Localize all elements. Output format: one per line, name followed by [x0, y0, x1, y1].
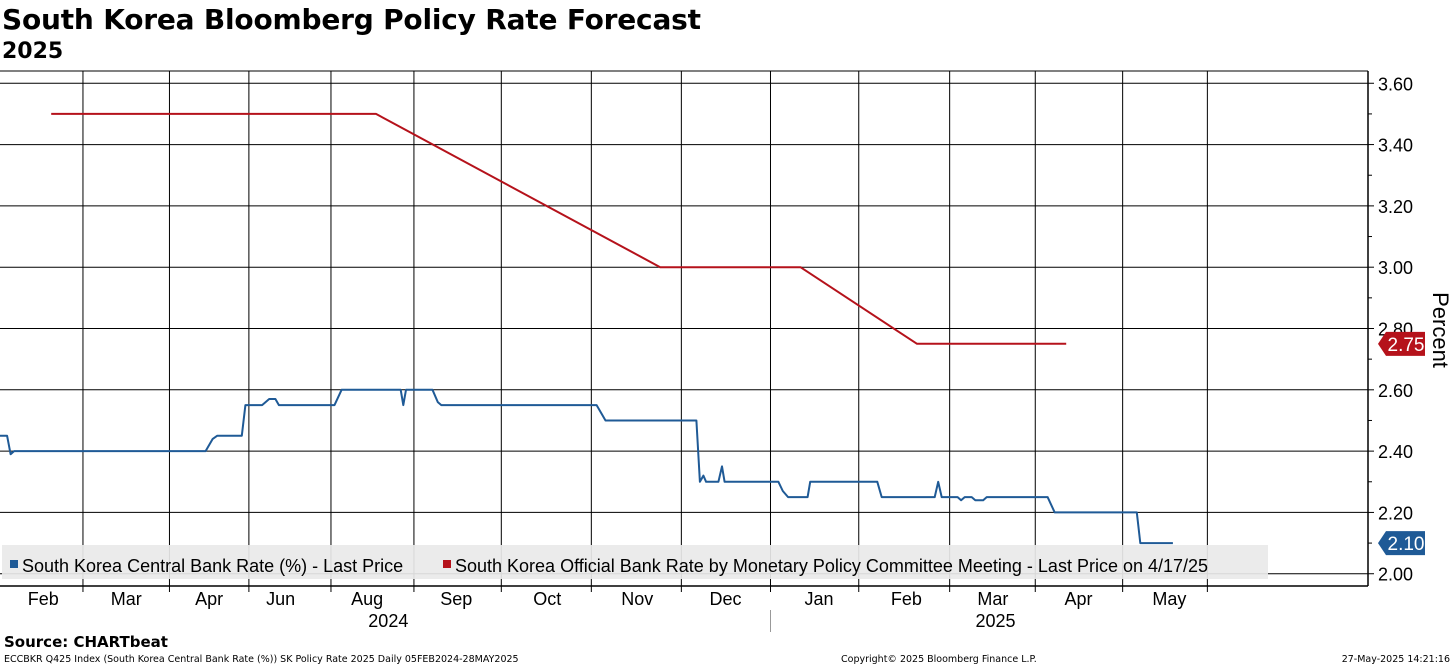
x-tick-label: Apr	[195, 589, 223, 609]
x-tick-label: Jan	[805, 589, 834, 609]
last-value-labels: 2.10 2.75	[1378, 331, 1425, 556]
gridlines	[0, 71, 1368, 586]
legend-label: South Korea Official Bank Rate by Moneta…	[455, 556, 1208, 576]
source-note: Source: CHARTbeat	[4, 633, 168, 651]
chart-subtitle: 2025	[2, 39, 64, 64]
y-axis-label: Percent	[1428, 292, 1453, 368]
central-bank-rate-line	[0, 388, 1173, 545]
legend: South Korea Central Bank Rate (%) - Last…	[2, 545, 1268, 579]
y-tick-label: 3.00	[1378, 258, 1413, 278]
timestamp: 27-May-2025 14:21:16	[1341, 654, 1450, 665]
y-tick-label: 3.40	[1378, 136, 1413, 156]
x-tick-label: Jun	[266, 589, 295, 609]
legend-background	[2, 545, 1268, 579]
y-tick-label: 2.00	[1378, 565, 1413, 585]
legend-label: South Korea Central Bank Rate (%) - Last…	[22, 556, 403, 576]
x-tick-label: Feb	[891, 589, 922, 609]
legend-swatch	[10, 560, 18, 568]
last-value-flag	[1378, 531, 1425, 556]
y-tick-label: 3.20	[1378, 197, 1413, 217]
last-value-label: 2.10	[1388, 534, 1425, 555]
x-tick-label: Dec	[709, 589, 741, 609]
chart-title: South Korea Bloomberg Policy Rate Foreca…	[2, 3, 701, 36]
x-tick-label: Oct	[533, 589, 561, 609]
x-tick-label: May	[1152, 589, 1186, 609]
y-tick-label: 2.40	[1378, 442, 1413, 462]
last-value-flag	[1378, 331, 1425, 356]
series-lines	[0, 112, 1173, 545]
copyright-note: Copyright© 2025 Bloomberg Finance L.P.	[841, 654, 1037, 665]
y-tick-label: 2.20	[1378, 503, 1413, 523]
x-tick-label: Mar	[977, 589, 1008, 609]
year-label: 2025	[976, 611, 1016, 631]
official-rate-line	[51, 112, 1067, 345]
legend-swatch	[443, 560, 451, 568]
x-tick-label: Mar	[111, 589, 142, 609]
x-tick-label: Nov	[621, 589, 653, 609]
last-value-label: 2.75	[1388, 335, 1425, 356]
x-tick-label: Apr	[1065, 589, 1093, 609]
year-label: 2024	[368, 611, 408, 631]
x-tick-label: Feb	[28, 589, 59, 609]
index-info: ECCBKR Q425 Index (South Korea Central B…	[4, 654, 519, 665]
y-tick-label: 3.60	[1378, 74, 1413, 94]
x-tick-label: Aug	[351, 589, 383, 609]
x-tick-label: Sep	[440, 589, 472, 609]
y-tick-label: 2.60	[1378, 381, 1413, 401]
